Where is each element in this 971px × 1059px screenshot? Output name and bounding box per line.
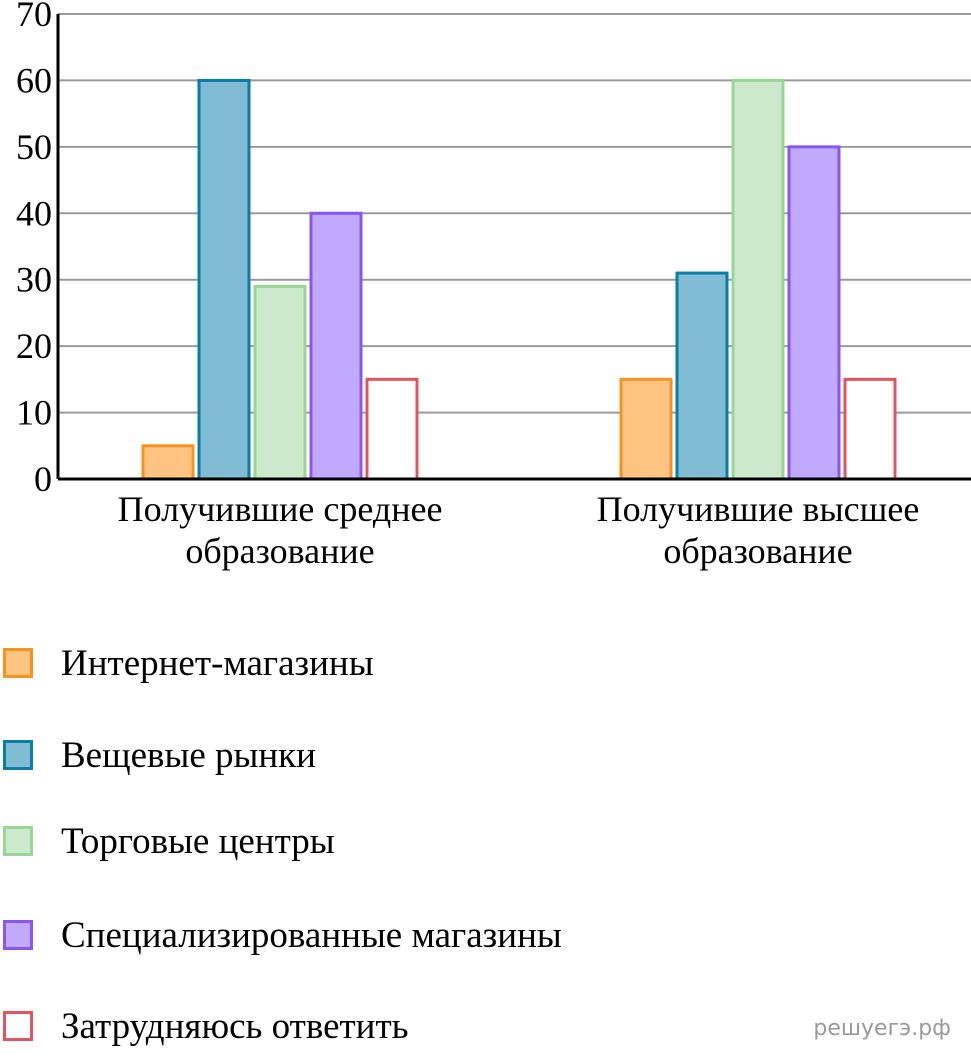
y-tick-label: 10 [16,393,52,433]
watermark: решуегэ.рф [813,1016,951,1041]
y-tick-label: 20 [16,326,52,366]
y-axis-ticks: 0 10 20 30 40 50 60 70 [16,0,52,499]
bar [731,78,785,481]
legend-label: Торговые центры [61,820,335,862]
bar [619,377,673,481]
x-category-label: Получившие высшее [597,489,920,529]
bar [309,211,363,481]
x-category-label: образование [185,531,374,571]
legend-item: Специализированные магазины [0,914,562,956]
legend-swatch [3,920,33,950]
y-tick-label: 60 [16,60,52,100]
x-category-label: образование [663,531,852,571]
bar [197,78,251,481]
legend-item: Вещевые рынки [0,734,316,776]
legend-label: Затрудняюсь ответить [61,1005,409,1047]
legend-swatch [3,648,33,678]
y-tick-label: 30 [16,260,52,300]
bar [675,271,729,481]
legend-label: Специализированные магазины [61,914,562,956]
bar [365,377,419,481]
y-tick-label: 0 [34,459,52,499]
bar [253,284,307,481]
y-tick-label: 40 [16,193,52,233]
x-category-label: Получившие среднее [118,489,443,529]
y-tick-label: 50 [16,127,52,167]
legend-label: Интернет-магазины [61,642,374,684]
legend-swatch [3,740,33,770]
legend-item: Интернет-магазины [0,642,374,684]
axes [56,14,971,481]
legend-item: Затрудняюсь ответить [0,1005,409,1047]
y-tick-label: 70 [16,0,52,34]
bars [141,78,897,481]
legend-swatch [3,826,33,856]
bar [787,145,841,481]
bar [141,444,195,481]
legend-item: Торговые центры [0,820,335,862]
legend-label: Вещевые рынки [61,734,316,776]
bar [843,377,897,481]
legend-swatch [3,1011,33,1041]
x-axis-category-labels: Получившие среднееобразованиеПолучившие … [118,489,920,571]
